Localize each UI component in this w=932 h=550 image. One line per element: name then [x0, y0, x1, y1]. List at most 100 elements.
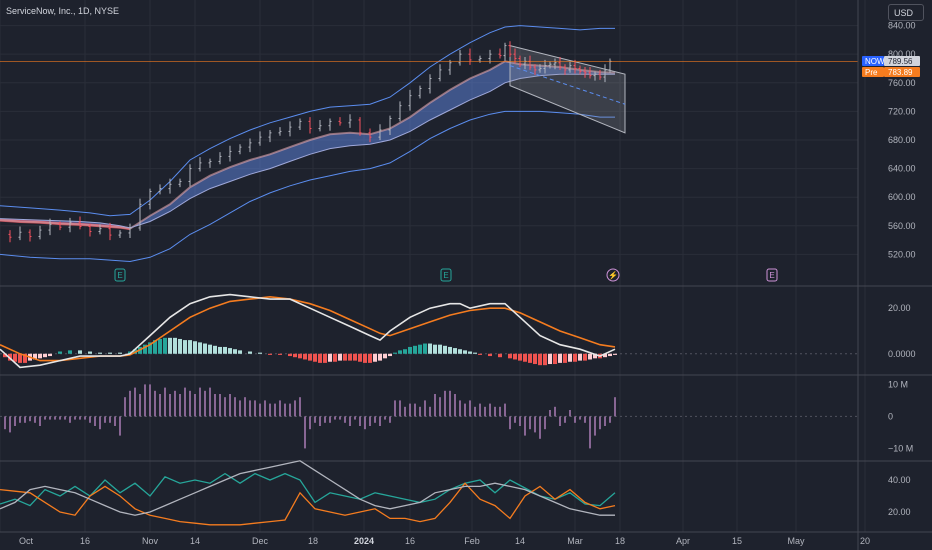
macd-tick-label: 20.00 — [888, 303, 911, 313]
macd-histogram-bar — [218, 346, 222, 354]
macd-histogram-bar — [68, 350, 72, 354]
price-tag-symbol-bg — [862, 56, 884, 66]
macd-histogram-bar — [523, 353, 527, 362]
dividend-marker-label: ⚡ — [608, 270, 618, 280]
ma-slow — [0, 73, 615, 229]
macd-histogram-bar — [333, 353, 337, 362]
macd-histogram-bar — [518, 353, 522, 361]
x-tick-label: Oct — [19, 536, 34, 546]
macd-histogram-bar — [58, 351, 62, 354]
macd-histogram-bar — [438, 344, 442, 354]
macd-histogram-bar — [548, 353, 552, 365]
macd-histogram-bar — [238, 350, 242, 354]
x-tick-label: May — [787, 536, 805, 546]
macd-histogram-bar — [313, 353, 317, 362]
macd-histogram-bar — [553, 353, 557, 365]
macd-histogram-bar — [458, 349, 462, 354]
earnings-marker — [440, 268, 452, 282]
macd-histogram-bar — [348, 353, 352, 361]
macd-histogram-bar — [208, 344, 212, 354]
dmi-tick-label: 20.00 — [888, 507, 911, 517]
regression-channel — [509, 44, 626, 134]
y-tick-label: 640.00 — [888, 164, 916, 174]
volume-tick-label: 0 — [888, 411, 893, 421]
x-tick-label: 20 — [860, 536, 870, 546]
macd-histogram-bar — [198, 342, 202, 354]
macd-histogram-bar — [363, 353, 367, 363]
macd-histogram-bar — [378, 353, 382, 361]
macd-histogram-bar — [478, 353, 482, 355]
macd-histogram-bar — [168, 337, 172, 354]
macd-histogram-bar — [538, 353, 542, 366]
macd-histogram-bar — [563, 353, 567, 363]
price-tag-symbol: Pre — [865, 68, 878, 77]
x-tick-label: Feb — [464, 536, 480, 546]
macd-histogram-bar — [173, 337, 177, 354]
macd-tick-label: 0.0000 — [888, 349, 916, 359]
macd-histogram-bar — [298, 353, 302, 359]
price-tag-value-bg — [884, 56, 920, 66]
macd-histogram-bar — [183, 340, 187, 354]
x-tick-label: 2024 — [354, 536, 374, 546]
dmi-minus-line — [0, 482, 616, 526]
price-tag-symbol: NOW — [865, 57, 885, 66]
earnings-marker-label: E — [443, 271, 448, 280]
macd-histogram-bar — [533, 353, 537, 365]
macd-histogram-bar — [143, 344, 147, 354]
macd-histogram-bar — [288, 353, 292, 357]
macd-histogram-bar — [448, 346, 452, 354]
macd-histogram-bar — [398, 350, 402, 354]
x-tick-label: Dec — [252, 536, 269, 546]
macd-histogram-bar — [43, 353, 47, 358]
macd-histogram-bar — [453, 348, 457, 354]
envelope-lower — [0, 110, 615, 263]
macd-histogram-bar — [568, 353, 572, 362]
macd-histogram-bar — [423, 343, 427, 354]
macd-histogram-bar — [248, 351, 252, 354]
macd-histogram-bar — [443, 345, 447, 354]
envelope-upper — [0, 25, 615, 217]
macd-histogram-bar — [573, 353, 577, 362]
macd-histogram-bar — [98, 352, 102, 354]
macd-histogram-bar — [513, 353, 517, 360]
macd-histogram-bar — [13, 353, 17, 362]
macd-histogram-bar — [23, 353, 27, 363]
x-tick-label: 16 — [405, 536, 415, 546]
macd-histogram-bar — [428, 343, 432, 354]
macd-histogram-bar — [583, 353, 587, 361]
x-tick-label: 18 — [308, 536, 318, 546]
macd-histogram-bar — [353, 353, 357, 361]
y-tick-label: 520.00 — [888, 249, 916, 259]
volume-tick-label: 10 M — [888, 379, 908, 389]
macd-histogram-bar — [603, 353, 607, 358]
macd-histogram-bar — [293, 353, 297, 358]
macd-histogram-bar — [593, 353, 597, 359]
macd-histogram-bar — [228, 348, 232, 354]
macd-histogram-bar — [88, 351, 92, 354]
macd-histogram-bar — [158, 338, 162, 354]
macd-histogram-bar — [33, 353, 37, 360]
currency-selector[interactable]: USD — [888, 4, 924, 21]
macd-histogram-bar — [358, 353, 362, 362]
macd-histogram-bar — [418, 344, 422, 354]
macd-histogram-bar — [303, 353, 307, 360]
price-tag-value-bg — [884, 67, 920, 77]
price-tag-value: 789.56 — [888, 57, 913, 66]
macd-histogram-bar — [223, 346, 227, 354]
macd-histogram-bar — [498, 353, 502, 358]
macd-histogram-bar — [408, 346, 412, 354]
macd-histogram-bar — [118, 352, 122, 354]
macd-histogram-bar — [383, 353, 387, 359]
macd-histogram-bar — [488, 353, 492, 357]
macd-histogram-bar — [258, 352, 262, 354]
macd-histogram-bar — [433, 344, 437, 354]
x-tick-label: 16 — [80, 536, 90, 546]
price-tag-symbol-bg — [862, 67, 884, 77]
macd-histogram-bar — [473, 352, 477, 354]
ma-band — [0, 61, 615, 229]
dmi-plus-line — [0, 472, 616, 507]
volume-tick-label: −10 M — [888, 443, 913, 453]
earnings-marker — [766, 268, 778, 282]
